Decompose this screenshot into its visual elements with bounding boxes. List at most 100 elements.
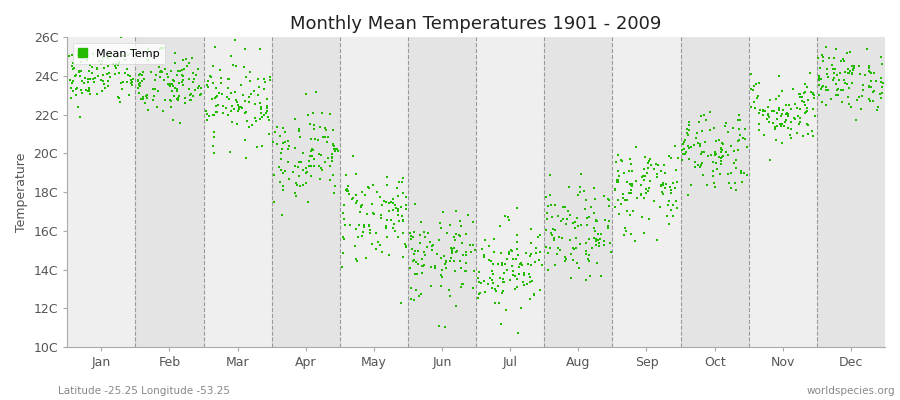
Point <box>316 134 330 140</box>
Point <box>374 215 389 222</box>
Point <box>318 159 332 165</box>
Point <box>828 80 842 87</box>
Point <box>65 52 79 58</box>
Point <box>524 261 538 268</box>
Point <box>734 170 748 176</box>
Point <box>693 140 707 147</box>
Point <box>221 76 236 82</box>
Point <box>160 71 175 77</box>
Point <box>200 117 214 124</box>
Point <box>477 254 491 260</box>
Point <box>738 126 752 132</box>
Point <box>112 99 127 105</box>
Point <box>166 83 180 89</box>
Point <box>526 278 540 284</box>
Point <box>620 179 634 186</box>
Point <box>408 248 422 254</box>
Point <box>602 203 616 209</box>
Point <box>223 52 238 59</box>
Point <box>806 91 820 98</box>
Point <box>712 154 726 161</box>
Point <box>583 204 598 210</box>
Point <box>837 76 851 83</box>
Point <box>687 142 701 148</box>
Point <box>482 243 497 250</box>
Point <box>380 174 394 180</box>
Point <box>156 45 170 52</box>
Point <box>122 73 137 79</box>
Point <box>132 70 147 77</box>
Point <box>230 120 244 127</box>
Point <box>473 290 488 296</box>
Point <box>162 82 176 88</box>
Text: Latitude -25.25 Longitude -53.25: Latitude -25.25 Longitude -53.25 <box>58 386 230 396</box>
Point <box>824 96 838 102</box>
Point <box>491 283 505 290</box>
Point <box>636 194 651 201</box>
Point <box>602 197 616 204</box>
Point <box>700 182 715 188</box>
Point <box>749 81 763 87</box>
Point <box>434 255 448 261</box>
Point <box>199 107 213 114</box>
Point <box>601 222 616 229</box>
Point <box>260 108 274 114</box>
Point <box>300 168 314 175</box>
Point <box>625 168 639 174</box>
Point <box>559 256 573 262</box>
Point <box>864 84 878 90</box>
Point <box>487 236 501 242</box>
Point <box>641 188 655 194</box>
Point <box>652 204 667 210</box>
Point <box>120 78 134 85</box>
Point <box>725 125 740 132</box>
Point <box>200 110 214 117</box>
Point <box>511 330 526 336</box>
Point <box>293 159 308 165</box>
Point <box>639 190 653 196</box>
Point <box>624 161 638 167</box>
Point <box>314 165 328 171</box>
Point <box>690 130 705 136</box>
Point <box>234 105 248 111</box>
Point <box>678 151 692 157</box>
Point <box>138 100 152 106</box>
Point <box>134 96 148 102</box>
Point <box>788 114 802 121</box>
Point <box>762 157 777 164</box>
Point <box>404 236 419 242</box>
Point <box>487 249 501 255</box>
Point <box>781 125 796 132</box>
Point <box>424 264 438 270</box>
Point <box>146 86 160 93</box>
Point <box>136 93 150 100</box>
Point <box>239 109 254 115</box>
Point <box>558 258 572 264</box>
Point <box>274 156 289 162</box>
Point <box>867 87 881 94</box>
Point <box>261 113 275 120</box>
Point <box>693 143 707 150</box>
Point <box>64 63 78 70</box>
Point <box>188 86 202 93</box>
Point <box>484 258 499 264</box>
Point <box>611 152 625 158</box>
Point <box>291 164 305 170</box>
Point <box>634 173 649 180</box>
Point <box>716 153 731 159</box>
Point <box>357 222 372 229</box>
Point <box>432 236 446 243</box>
Point <box>697 149 711 155</box>
Point <box>562 212 577 218</box>
Point <box>650 174 664 180</box>
Point <box>622 190 636 197</box>
Point <box>775 140 789 146</box>
Point <box>327 143 341 150</box>
Point <box>610 179 625 185</box>
Point <box>485 271 500 278</box>
Point <box>350 234 365 240</box>
Point <box>693 164 707 170</box>
Point <box>812 76 826 82</box>
Point <box>74 87 88 93</box>
Point <box>256 86 271 92</box>
